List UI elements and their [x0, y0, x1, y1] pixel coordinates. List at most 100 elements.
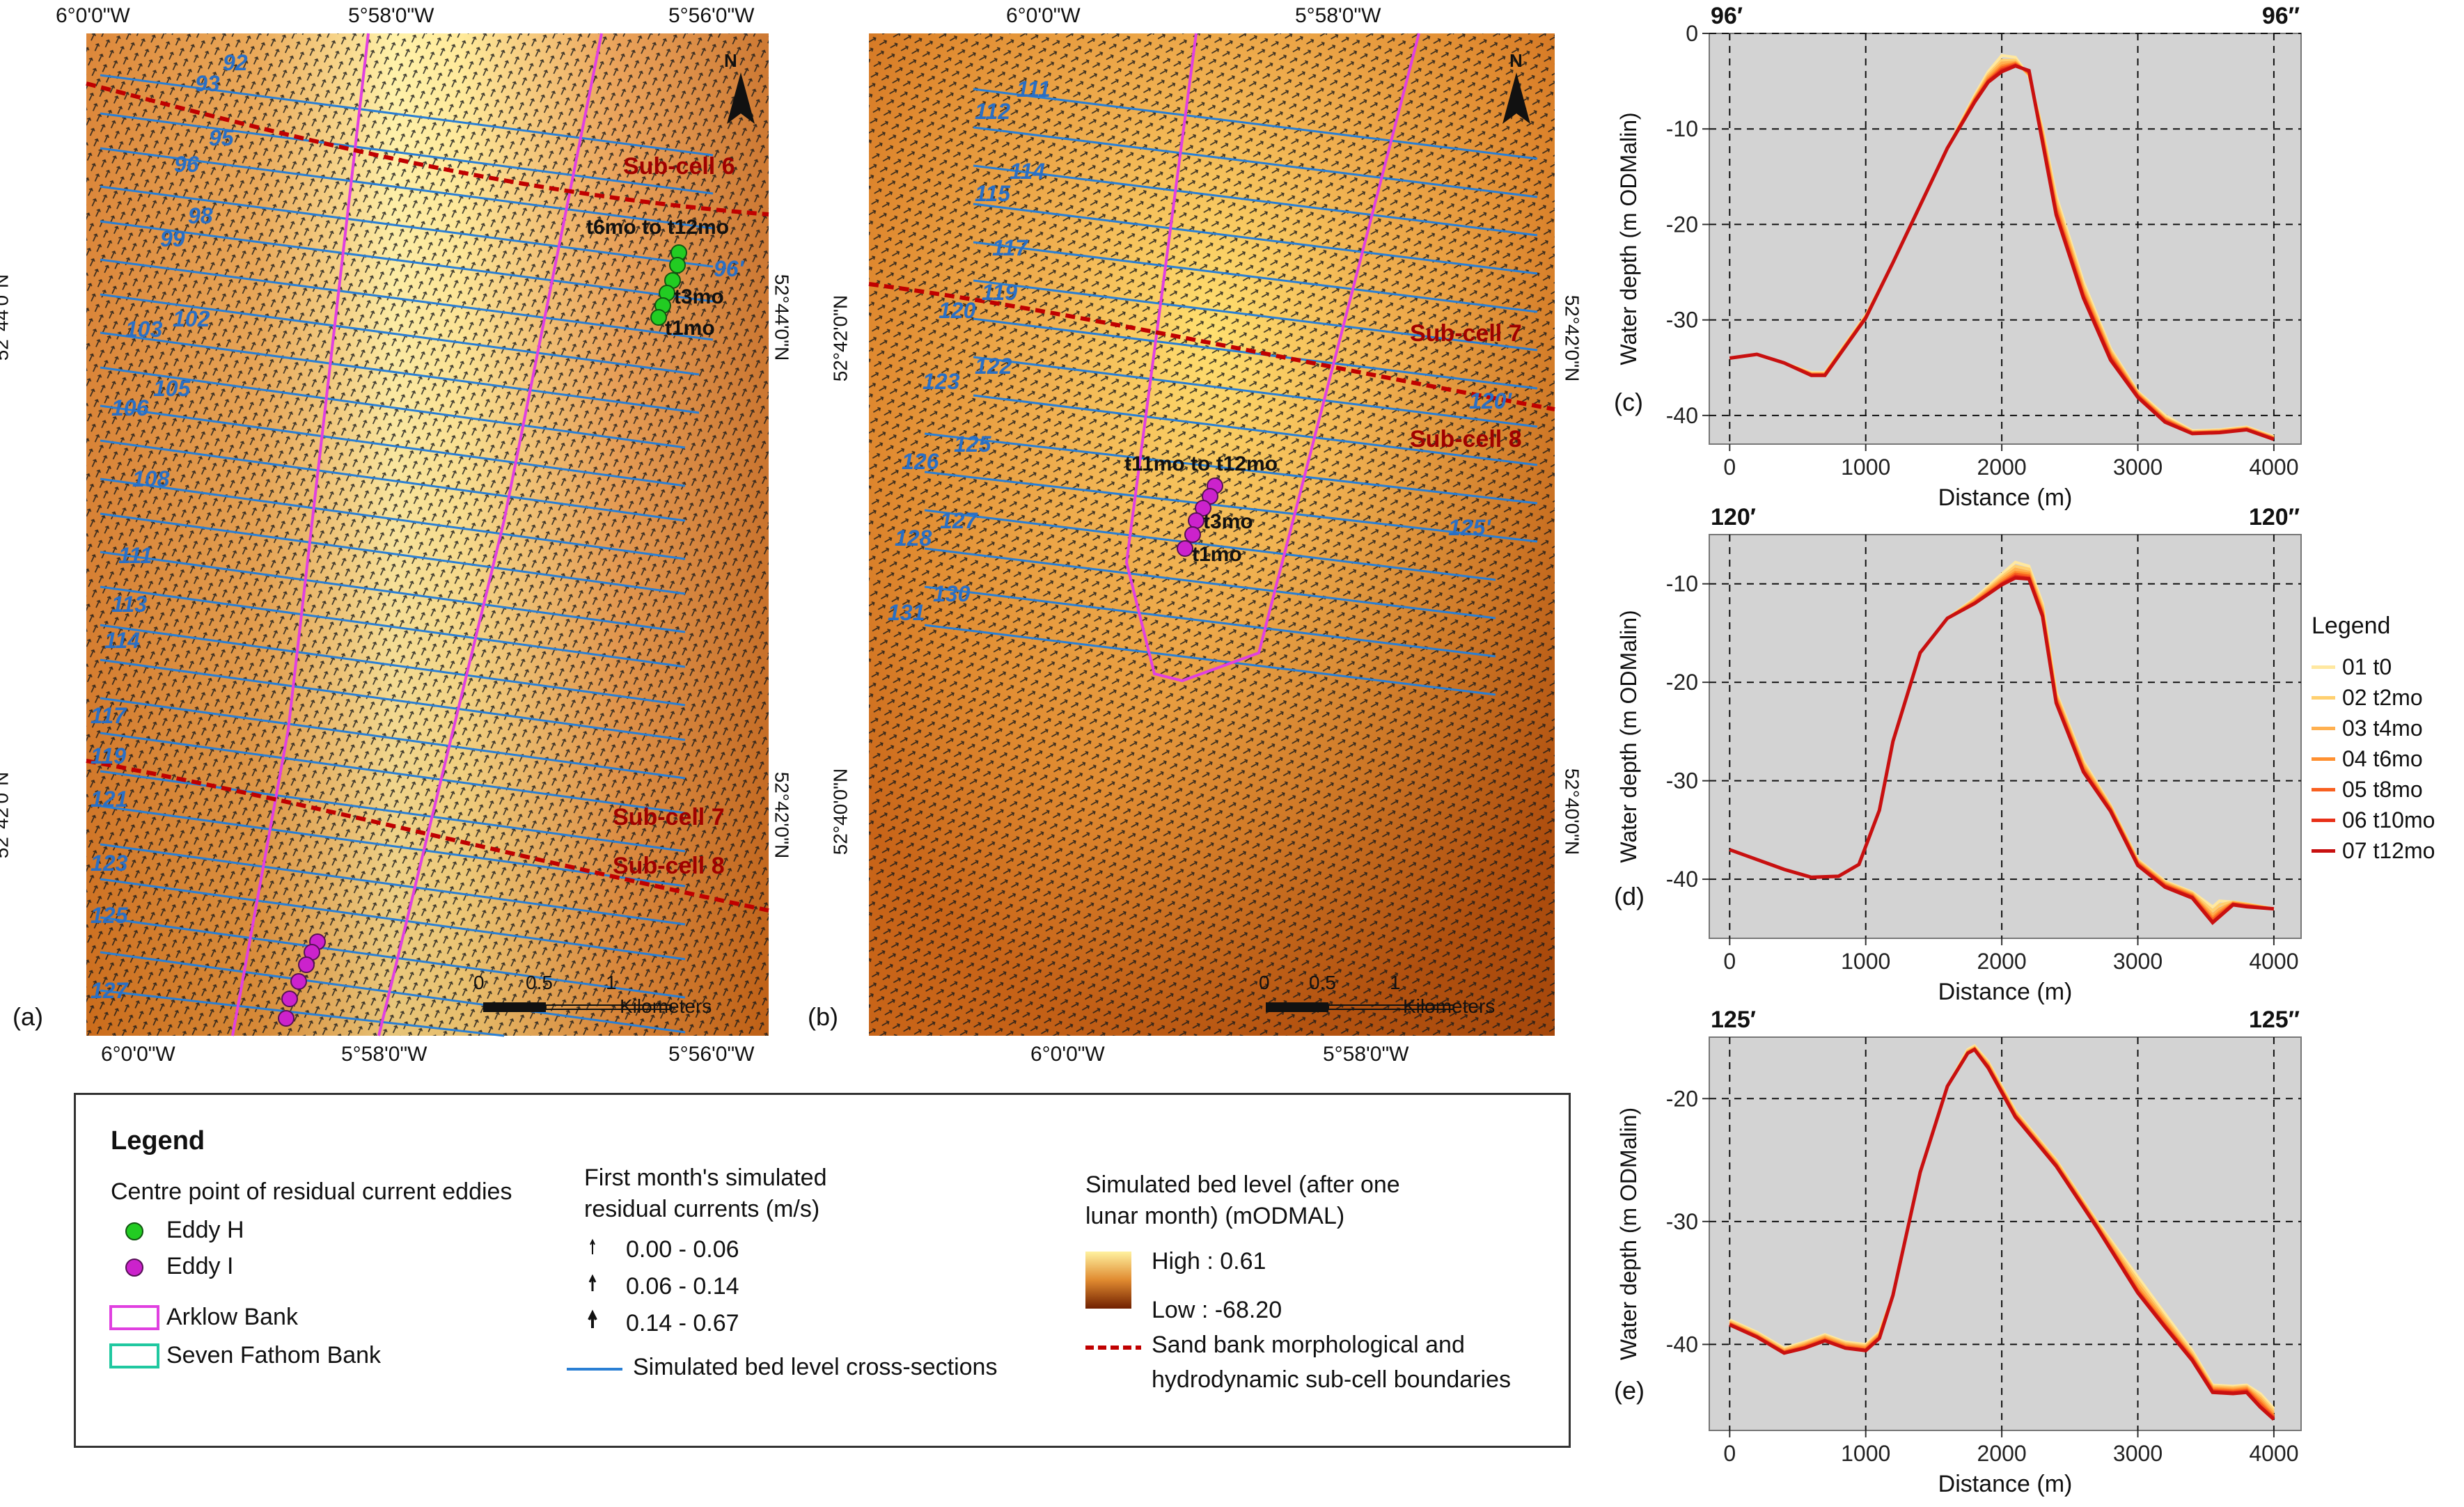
x-tick-label: 2000: [1977, 949, 2027, 974]
profile-legend-label: 04 t6mo: [2342, 746, 2423, 771]
panel-label: (e): [1614, 1376, 1645, 1405]
map-a-arklow-bank: [231, 33, 603, 1036]
bed-level-colorbar: [1085, 1252, 1131, 1309]
section-label: 113: [111, 592, 148, 617]
legend-arklow: Arklow Bank: [166, 1304, 298, 1330]
panel-label: (d): [1614, 882, 1645, 910]
x-tick-label: 1000: [1841, 455, 1890, 480]
profile-legend-swatch: [2312, 665, 2335, 669]
section-label: 120: [939, 298, 976, 323]
map-a-lon-top-1: 6°0'0"W: [56, 4, 130, 27]
section-label: 123: [923, 369, 960, 394]
profile-legend-item: 01 t0: [2312, 654, 2458, 682]
map-a-subcell-6: Sub-cell 6: [623, 153, 735, 180]
profile-legend-swatch: [2312, 819, 2335, 822]
y-tick-label: -40: [1666, 1332, 1698, 1357]
y-tick-label: -40: [1666, 867, 1698, 892]
section-label: 117: [91, 703, 127, 728]
y-tick-label: -40: [1666, 403, 1698, 428]
x-tick-label: 4000: [2249, 949, 2298, 974]
profile-legend-label: 03 t4mo: [2342, 716, 2423, 741]
x-tick-label: 1000: [1841, 949, 1890, 974]
x-tick-label: 1000: [1841, 1441, 1890, 1466]
map-a-eddy-h-points: [650, 244, 687, 326]
eddy-i-symbol: [125, 1259, 143, 1277]
x-tick-label: 0: [1723, 455, 1736, 480]
y-tick-label: -10: [1666, 571, 1698, 597]
section-label: 106: [111, 395, 149, 420]
map-a-cross-sections: [100, 74, 714, 1037]
x-tick-label: 0: [1723, 1441, 1736, 1466]
section-label: 127: [91, 978, 128, 1003]
profile-legend-item: 04 t6mo: [2312, 746, 2458, 774]
map-b-eddy-label-late: t11mo to t12mo: [1124, 452, 1278, 475]
map-b-lon-top-1: 6°0'0"W: [1006, 4, 1081, 27]
section-label: 131: [888, 600, 925, 625]
y-tick-label: -10: [1666, 116, 1698, 141]
section-label: 99: [160, 226, 185, 251]
section-label: 96: [174, 152, 199, 177]
y-axis-label: Water depth (m ODMalin): [1616, 1107, 1641, 1360]
profile-legend-item: 06 t10mo: [2312, 807, 2458, 835]
section-label: 102: [173, 306, 210, 331]
x-tick-label: 4000: [2249, 455, 2298, 480]
section-label: 119: [91, 743, 127, 768]
section-label: 130: [933, 581, 971, 606]
y-tick-label: -20: [1666, 1086, 1698, 1111]
series-line-07-t12mo: [1729, 64, 2275, 441]
legend-eddy-heading: Centre point of residual current eddies: [111, 1178, 512, 1205]
map-a-subcell-7: Sub-cell 7: [613, 804, 725, 830]
profile-legend-label: 01 t0: [2342, 654, 2392, 679]
section-label: 92: [223, 50, 248, 75]
section-label: 120': [1469, 388, 1512, 413]
legend-cross-sections: Simulated bed level cross-sections: [633, 1354, 998, 1380]
panel-label: (c): [1614, 388, 1643, 416]
section-label: 111: [1017, 77, 1051, 102]
profile-legend-label: 02 t2mo: [2342, 685, 2423, 710]
map-a-lon-top-2: 5°58'0"W: [348, 4, 434, 27]
section-label: 121: [91, 787, 128, 812]
legend-boundary-2: hydrodynamic sub-cell boundaries: [1152, 1366, 1511, 1393]
x-axis-label: Distance (m): [1938, 1471, 2073, 1497]
map-b-scale-0: 0: [1259, 972, 1270, 993]
plot-area: [1709, 33, 2302, 445]
x-tick-label: 2000: [1977, 1441, 2027, 1466]
x-tick-label: 3000: [2113, 949, 2163, 974]
map-b-arklow-bank: [1124, 33, 1420, 683]
profile-legend: Legend 01 t0 02 t2mo 03 t4mo 04 t6mo 05 t8mo…: [2305, 613, 2458, 905]
map-b-subcell-boundaries: [868, 282, 1555, 411]
legend-title: Legend: [111, 1126, 205, 1155]
map-a-eddy-label-late: t6mo to t12mo: [586, 216, 730, 239]
legend-eddy-i: Eddy I: [166, 1253, 234, 1279]
profile-chart-3: 0 1000 2000 3000 4000 -20 -30 -40 Distance (m) Wa…: [1614, 1007, 2302, 1497]
map-a-lon-bottom-2: 5°58'0"W: [341, 1043, 427, 1066]
map-a: [86, 33, 769, 1037]
section-label: 117: [992, 235, 1028, 260]
map-b-scale-1: 1: [1390, 972, 1401, 993]
section-label: 111: [118, 543, 152, 568]
map-a-north-arrow: [727, 72, 755, 124]
legend-boundary-1: Sand bank morphological and: [1152, 1332, 1465, 1358]
section-label: 98: [188, 203, 213, 228]
section-label: 112: [975, 99, 1011, 124]
cross-section-symbol: [567, 1368, 622, 1371]
map-a-scale-1: 1: [606, 972, 617, 993]
map-b-eddy-label-t1: t1mo: [1192, 543, 1242, 566]
x-tick-label: 3000: [2113, 455, 2163, 480]
section-end-label: 96″: [2262, 3, 2300, 29]
map-b-lon-bottom-2: 5°58'0"W: [1323, 1043, 1409, 1066]
y-tick-label: -30: [1666, 768, 1698, 794]
x-tick-label: 3000: [2113, 1441, 2163, 1466]
map-b-scale-05: 0.5: [1309, 972, 1336, 993]
x-axis-label: Distance (m): [1938, 979, 2073, 1005]
y-tick-label: -30: [1666, 1209, 1698, 1234]
legend-current-class-3: 0.14 - 0.67: [626, 1310, 739, 1336]
x-axis-label: Distance (m): [1938, 484, 2073, 511]
series-line-07-t12mo: [1729, 1047, 2275, 1421]
map-a-eddy-label-t1: t1mo: [665, 317, 715, 340]
current-large-arrow-icon: [588, 1309, 597, 1328]
map-b-eddy-label-t3: t3mo: [1203, 510, 1253, 533]
section-label: 93: [195, 71, 220, 96]
map-a-eddy-label-t3: t3mo: [674, 285, 724, 308]
